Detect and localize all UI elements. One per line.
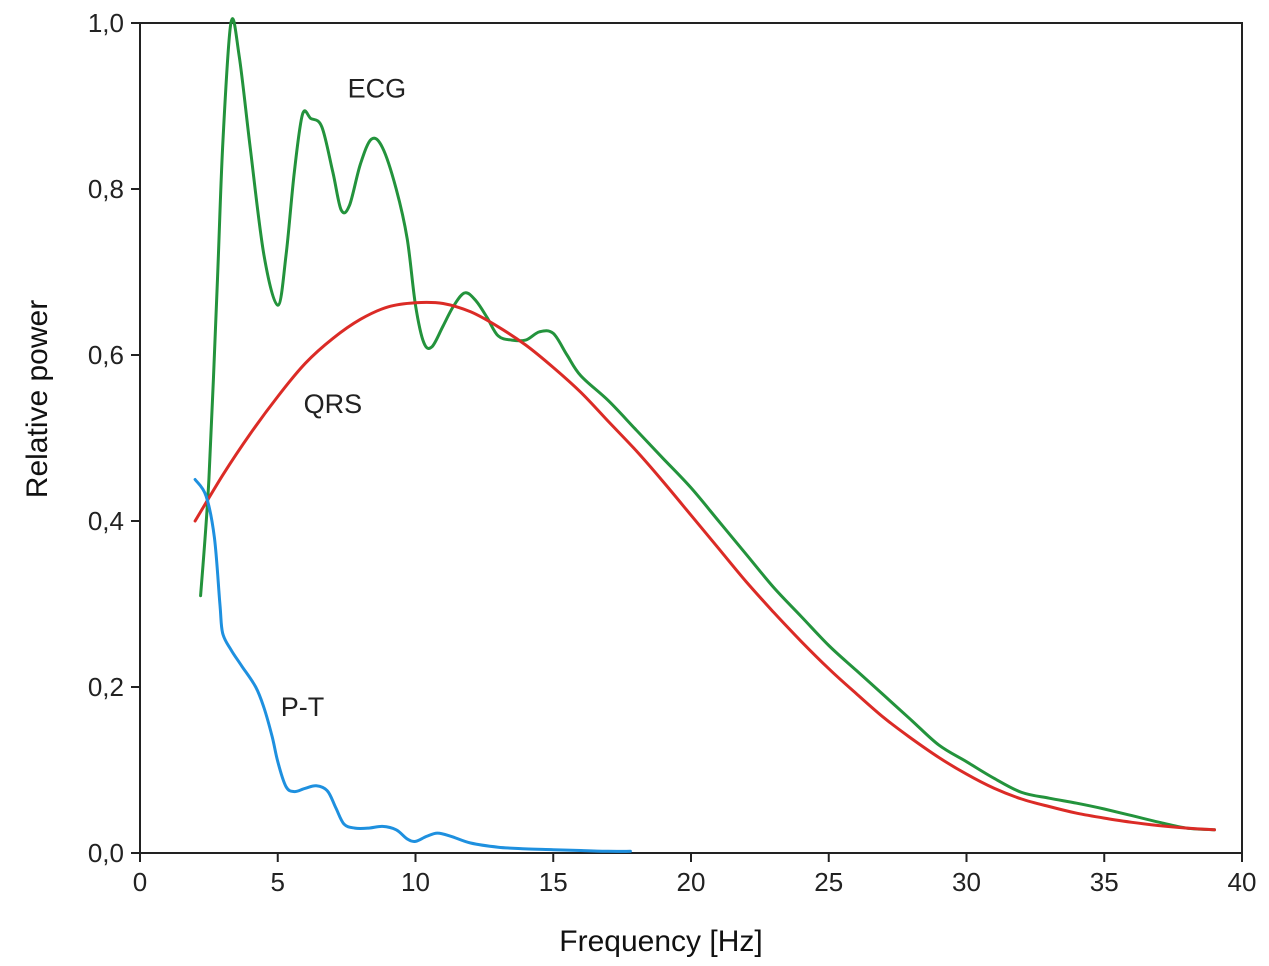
x-axis: 0 5 10 15 20 25 30 35 40 [133,853,1257,897]
series-line-qrs [195,302,1214,829]
x-axis-title: Frequency [Hz] [559,925,762,958]
x-tick-label: 15 [539,867,568,897]
y-axis: 0,0 0,2 0,4 0,6 0,8 1,0 [88,8,140,868]
x-tick-label: 10 [401,867,430,897]
x-tick-label: 5 [271,867,285,897]
x-tick-label: 40 [1228,867,1257,897]
plot-frame [140,23,1242,853]
series-label-qrs: QRS [304,389,363,419]
y-tick-label: 0,6 [88,340,124,370]
y-tick-label: 0,8 [88,174,124,204]
y-tick-label: 0,4 [88,506,124,536]
series-label-p-t: P-T [281,692,325,722]
series-line-p-t [195,480,630,852]
y-tick-label: 0,0 [88,838,124,868]
y-tick-label: 0,2 [88,672,124,702]
series-labels: ECG QRS P-T [281,74,406,722]
x-tick-label: 0 [133,867,147,897]
x-tick-label: 25 [814,867,843,897]
y-axis-title: Relative power [21,300,54,498]
series-line-ecg [201,19,1215,830]
x-tick-label: 35 [1090,867,1119,897]
x-tick-label: 30 [952,867,981,897]
y-tick-label: 1,0 [88,8,124,38]
x-tick-label: 20 [677,867,706,897]
series-label-ecg: ECG [348,74,407,104]
series-layer [195,19,1214,852]
